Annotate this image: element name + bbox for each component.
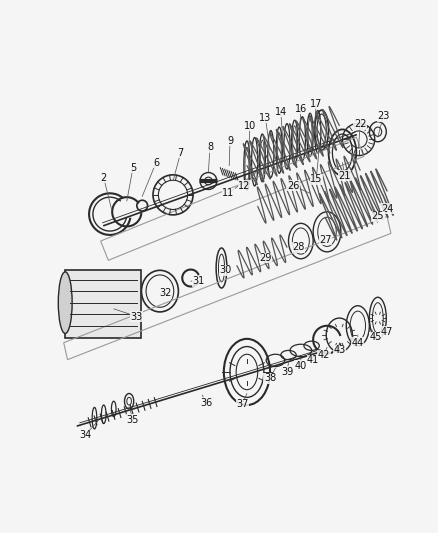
Text: 23: 23 [376, 111, 389, 122]
Text: 29: 29 [258, 253, 271, 263]
Text: 44: 44 [351, 338, 363, 348]
Text: 26: 26 [286, 181, 299, 191]
Text: 40: 40 [294, 361, 306, 371]
Text: 33: 33 [131, 311, 143, 321]
FancyBboxPatch shape [65, 270, 140, 338]
Text: 14: 14 [274, 107, 286, 117]
Text: 41: 41 [306, 356, 318, 366]
Text: 2: 2 [100, 173, 106, 183]
Text: 6: 6 [153, 158, 159, 167]
Text: 45: 45 [368, 332, 381, 342]
Text: 36: 36 [200, 398, 212, 408]
Text: 10: 10 [244, 120, 255, 131]
Text: 47: 47 [380, 327, 392, 337]
Ellipse shape [58, 272, 72, 334]
Text: 15: 15 [309, 174, 321, 184]
Text: 27: 27 [318, 235, 331, 245]
Text: 24: 24 [380, 204, 392, 214]
Text: 12: 12 [238, 181, 250, 191]
Text: 32: 32 [159, 288, 171, 298]
Text: 17: 17 [309, 99, 321, 109]
Text: 25: 25 [371, 212, 383, 221]
Text: 42: 42 [317, 350, 329, 360]
Text: 37: 37 [236, 399, 248, 409]
Text: 39: 39 [280, 367, 293, 377]
Text: 8: 8 [206, 142, 212, 152]
Text: 28: 28 [292, 242, 304, 252]
Text: 38: 38 [263, 373, 276, 383]
Text: 31: 31 [192, 276, 204, 286]
Text: 34: 34 [79, 430, 91, 440]
Text: 43: 43 [332, 345, 345, 356]
Text: 16: 16 [294, 103, 306, 114]
Text: 7: 7 [177, 148, 184, 158]
Text: 22: 22 [353, 119, 366, 129]
Text: 5: 5 [130, 163, 136, 173]
Text: 11: 11 [222, 188, 234, 198]
Text: 9: 9 [226, 136, 233, 146]
Text: 35: 35 [127, 415, 139, 425]
Text: 13: 13 [259, 113, 271, 123]
Text: 21: 21 [338, 171, 350, 181]
Text: 30: 30 [219, 265, 231, 276]
